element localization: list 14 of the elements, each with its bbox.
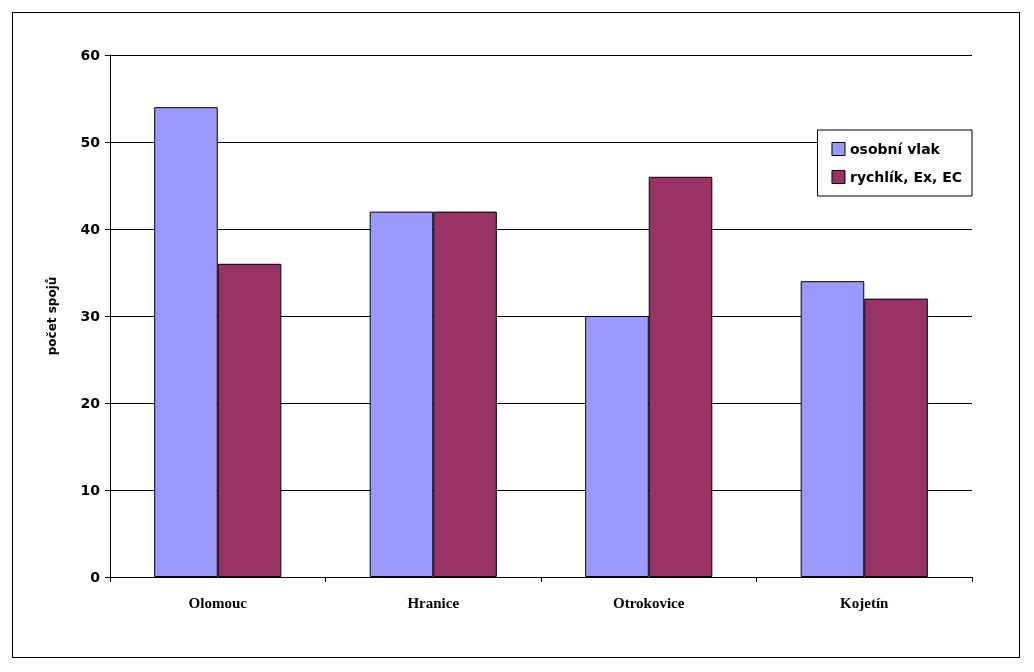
legend-label: osobní vlak <box>849 141 941 157</box>
x-tick-label: Olomouc <box>188 594 248 611</box>
x-tick-label: Kojetín <box>840 594 890 611</box>
y-tick-label: 30 <box>80 308 101 324</box>
y-axis-title: počet spojů <box>45 276 59 356</box>
y-tick-label: 60 <box>80 47 101 63</box>
y-tick-label: 10 <box>80 482 101 498</box>
y-tick-label: 20 <box>80 395 101 411</box>
y-tick-label: 40 <box>80 221 101 237</box>
x-tick-label: Hranice <box>407 594 460 611</box>
y-tick-label: 0 <box>90 569 101 585</box>
legend-label: rychlík, Ex, EC <box>849 169 963 185</box>
x-tick-label: Otrokovice <box>613 594 685 611</box>
y-tick-label: 50 <box>80 134 101 150</box>
